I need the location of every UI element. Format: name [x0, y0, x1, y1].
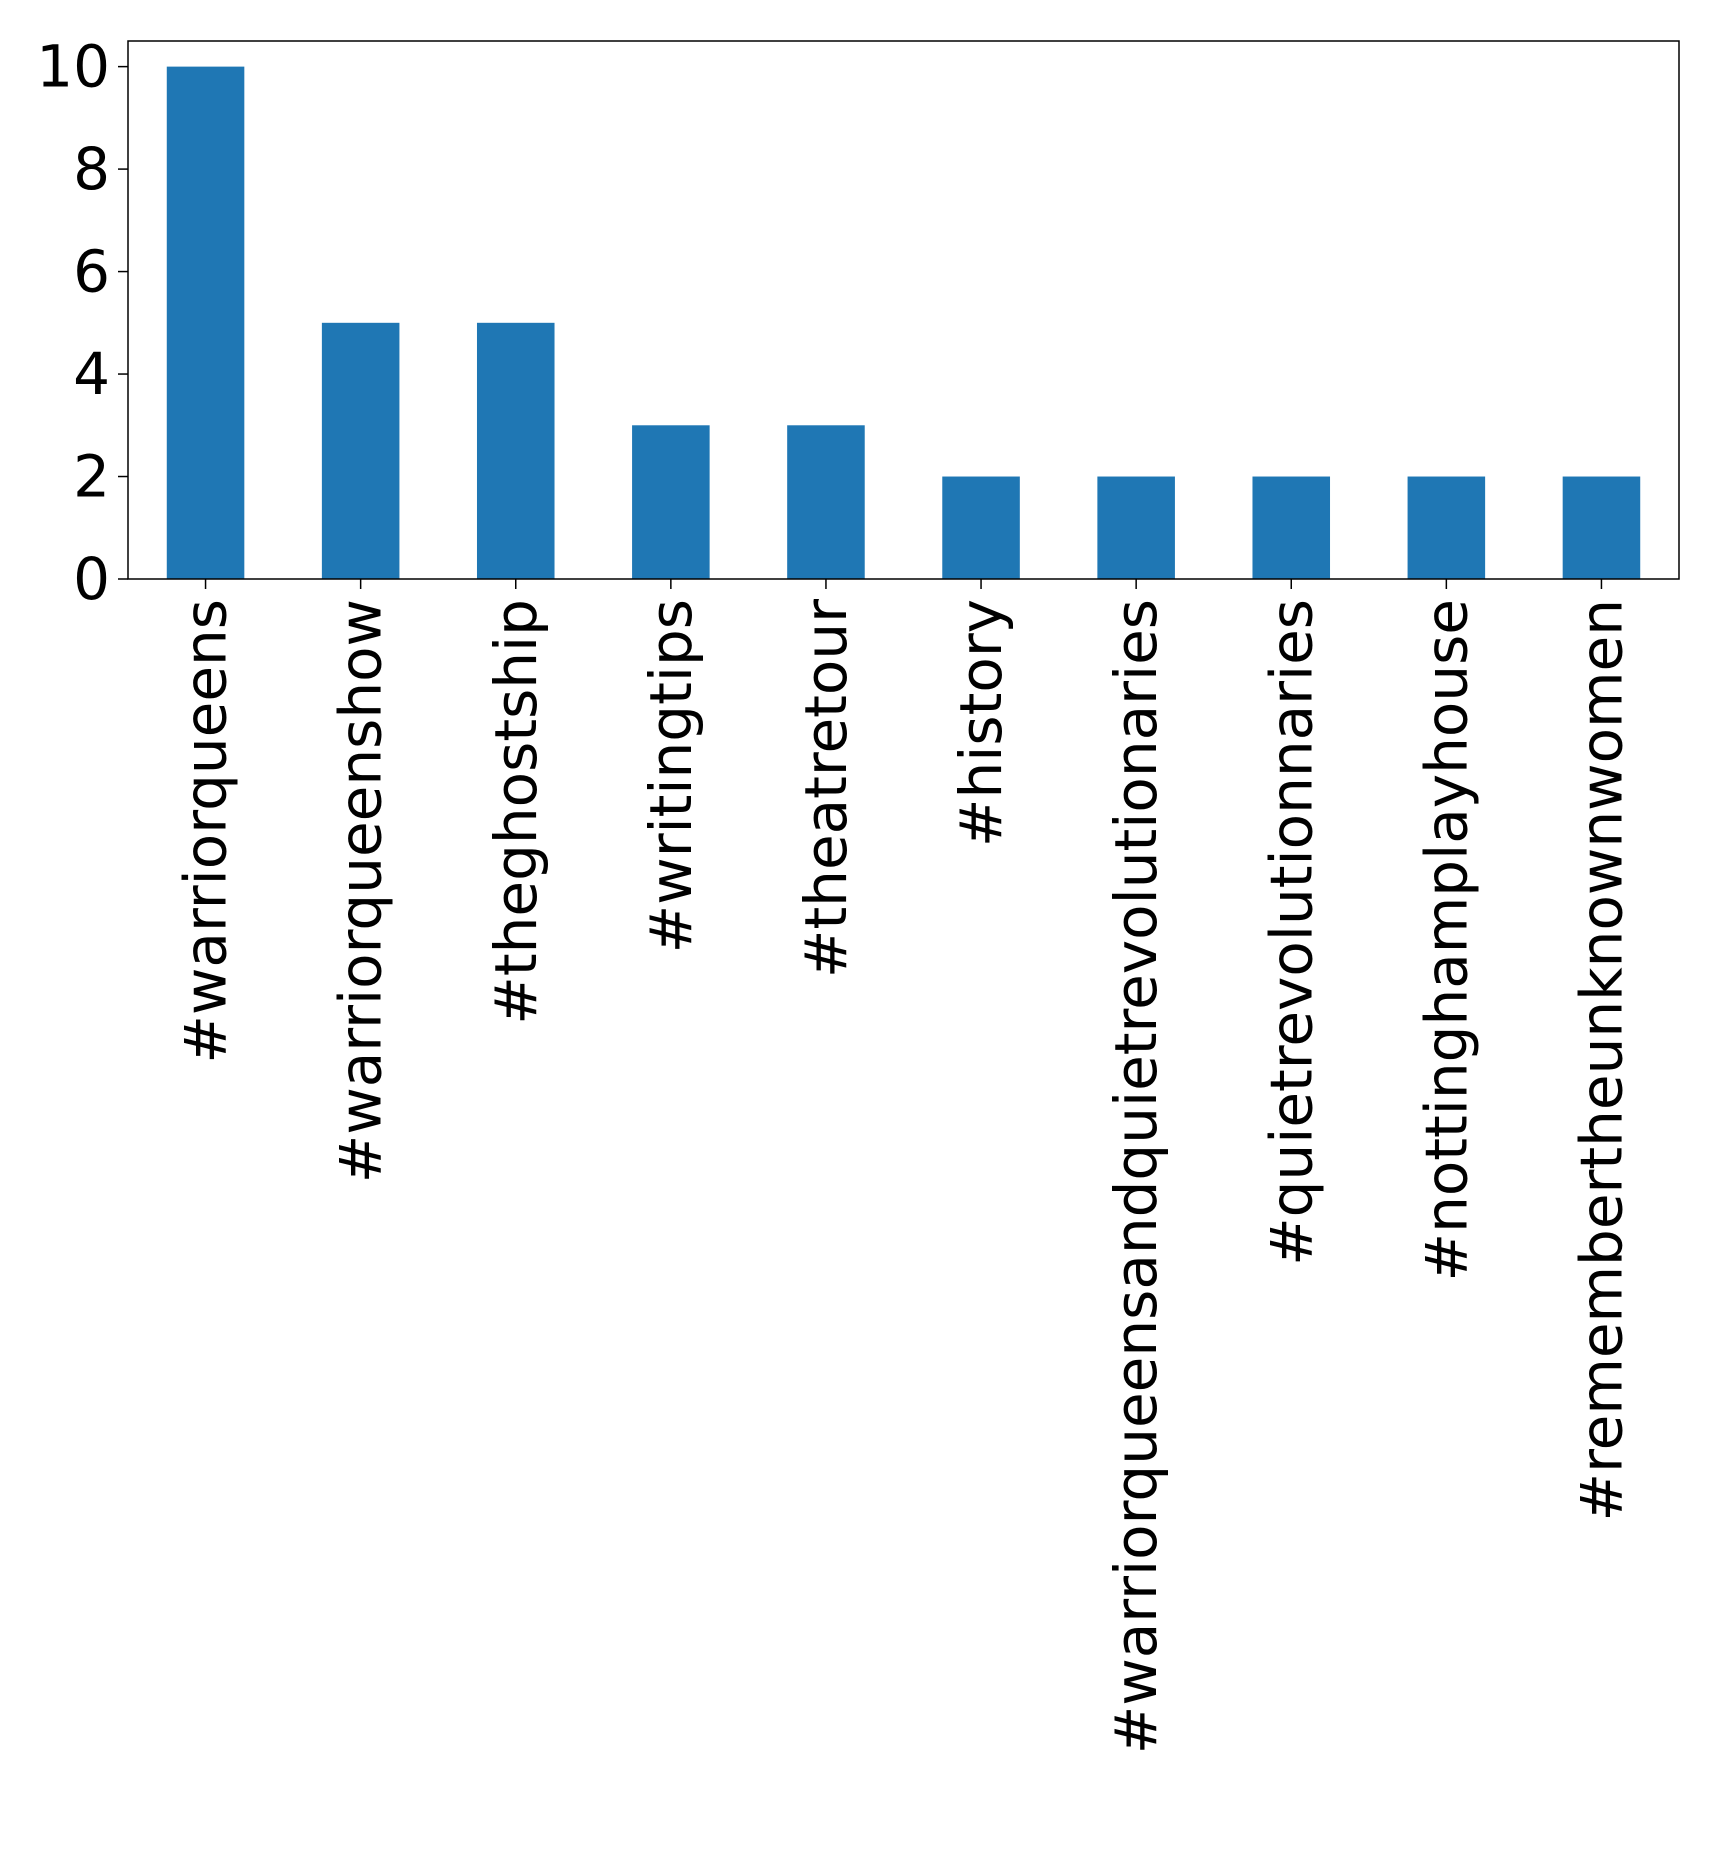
x-tick-label: #writingtips: [637, 599, 705, 953]
bar-writingtips: [632, 425, 710, 579]
bar-theghostship: [476, 322, 555, 579]
y-axis: 0 2 4 6 8 10: [36, 33, 128, 613]
x-tick-label: #remembertheunknownwomen: [1567, 599, 1635, 1521]
bar-nottinghamplayhouse: [1407, 476, 1486, 579]
bar-theatretour: [787, 425, 865, 579]
x-tick-label: #quietrevolutionnaries: [1257, 599, 1325, 1266]
x-tick-label: #warriorqueensandquietrevolutionaries: [1102, 599, 1170, 1754]
y-tick-label: 6: [73, 238, 110, 306]
bars-group: [166, 66, 1641, 580]
bar-warriorqueensandquietrevolutionaries: [1097, 476, 1175, 579]
y-tick-label: 10: [36, 33, 110, 101]
x-tick-label: #warriorqueenshow: [327, 599, 395, 1183]
plot-frame: [127, 40, 1680, 580]
bar-remembertheunknownwomen: [1562, 476, 1641, 579]
bar-warriorqueenshow: [321, 322, 400, 579]
bar-quietrevolutionnaries: [1252, 476, 1331, 579]
y-tick-label: 4: [73, 340, 110, 408]
x-axis: #warriorqueens #warriorqueenshow #theghost…: [172, 579, 1635, 1754]
x-tick-label: #history: [947, 599, 1015, 847]
bar-warriorqueens: [166, 66, 245, 580]
x-tick-label: #nottinghamplayhouse: [1412, 599, 1480, 1282]
x-tick-label: #warriorqueens: [172, 599, 240, 1064]
y-tick-label: 0: [73, 545, 110, 613]
bar-history: [942, 476, 1020, 579]
y-tick-label: 8: [73, 135, 110, 203]
x-tick-label: #theatretour: [792, 599, 860, 978]
y-tick-label: 2: [73, 443, 110, 511]
x-tick-label: #theghostship: [482, 599, 550, 1025]
